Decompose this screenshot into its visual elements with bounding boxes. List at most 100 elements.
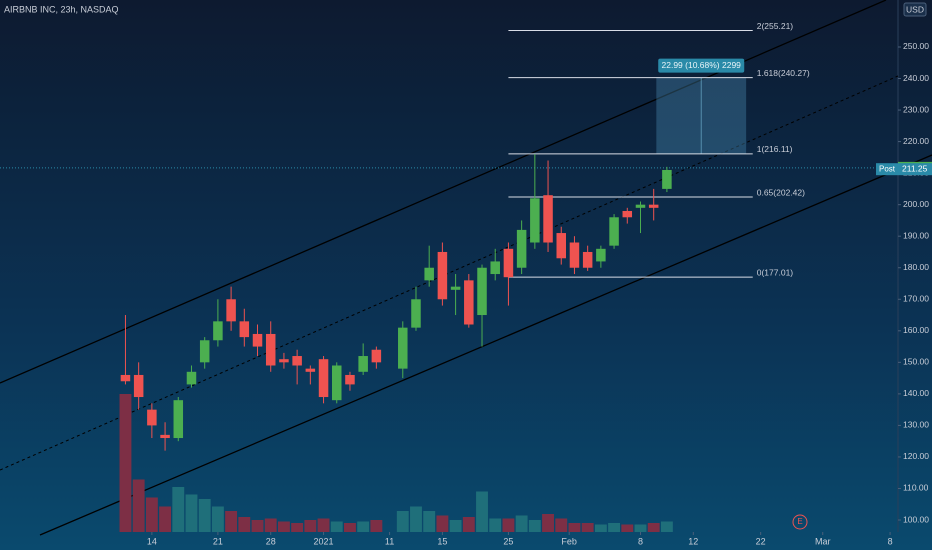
candle-body — [160, 434, 170, 439]
volume-bar — [423, 511, 436, 532]
candle-body — [371, 349, 382, 363]
volume-bar — [568, 523, 581, 532]
volume-bar — [502, 518, 515, 532]
candle-body — [582, 251, 593, 268]
candle-body — [516, 229, 527, 268]
volume-bar — [555, 518, 568, 532]
x-tick-label: 21 — [213, 536, 223, 546]
y-tick-label: 230.00 — [903, 104, 929, 114]
candle-body — [252, 333, 263, 347]
candle-body — [424, 267, 434, 281]
volume-bar — [119, 394, 132, 532]
volume-bar — [410, 506, 422, 532]
y-tick-label: 140.00 — [903, 388, 929, 398]
x-tick-label: 14 — [147, 536, 157, 546]
candle-body — [186, 371, 197, 385]
candle-body — [120, 374, 131, 382]
volume-bar — [145, 497, 158, 532]
volume-bar — [608, 523, 621, 532]
volume-bar — [594, 524, 607, 532]
candle-body — [398, 327, 408, 369]
x-tick-label: 2021 — [314, 536, 334, 546]
volume-bar — [132, 479, 145, 532]
candle-body — [292, 356, 302, 366]
volume-bar — [647, 523, 660, 532]
volume-bar — [476, 491, 488, 532]
post-price-label: 211.25 — [902, 163, 928, 173]
measure-label: 22.99 (10.68%) 2299 — [662, 60, 742, 70]
candle-body — [239, 321, 250, 338]
volume-bar — [370, 520, 383, 532]
volume-bar — [251, 520, 264, 532]
post-label: Post — [879, 164, 896, 173]
x-tick-label: 11 — [385, 536, 394, 546]
y-tick-label: 110.00 — [903, 483, 929, 493]
x-tick-label: 8 — [888, 536, 893, 546]
volume-bar — [172, 487, 185, 532]
x-tick-label: 8 — [638, 536, 643, 546]
candle-body — [173, 400, 184, 439]
candle-body — [133, 374, 144, 398]
x-tick-label: 25 — [503, 536, 513, 546]
candle-body — [437, 251, 448, 300]
event-label[interactable]: E — [797, 517, 802, 526]
volume-bar — [542, 514, 554, 532]
y-tick-label: 180.00 — [903, 262, 929, 272]
fib-label: 1(216.11) — [757, 144, 793, 154]
candle-body — [490, 261, 500, 275]
fib-label: 1.618(240.27) — [757, 68, 810, 78]
y-tick-label: 170.00 — [903, 294, 929, 304]
y-tick-label: 200.00 — [903, 199, 929, 209]
post-price-tag — [898, 163, 932, 176]
volume-bar — [211, 506, 224, 532]
y-tick-label: 120.00 — [903, 451, 929, 461]
candle-body — [147, 409, 157, 426]
x-tick-label: Feb — [561, 536, 577, 546]
volume-bar — [344, 523, 356, 532]
event-marker[interactable] — [792, 514, 808, 530]
currency-box[interactable] — [903, 2, 927, 17]
volume-bar — [634, 524, 647, 532]
volume-bar — [515, 515, 528, 532]
volume-bar — [357, 521, 370, 532]
volume-bar — [660, 521, 673, 532]
y-tick-label: 150.00 — [903, 357, 929, 367]
volume-bar — [581, 523, 594, 532]
candle-body — [569, 242, 580, 268]
y-tick-label: 250.00 — [903, 41, 929, 51]
volume-bar — [462, 517, 475, 532]
y-tick-label: 240.00 — [903, 73, 929, 83]
x-tick-label: 22 — [756, 536, 766, 546]
candle-body — [318, 359, 329, 398]
candle-body — [503, 248, 514, 278]
x-tick-label: 12 — [688, 536, 698, 546]
candle-body — [609, 217, 619, 246]
fib-label: 2(255.21) — [757, 21, 794, 31]
volume-bar — [330, 521, 343, 532]
volume-bar — [291, 523, 304, 532]
chart-title: AIRBNB INC, 23h, NASDAQ — [4, 4, 119, 14]
post-tag — [876, 163, 898, 176]
candle-body — [635, 204, 646, 208]
channel-lower — [39, 154, 932, 536]
candle-body — [596, 248, 606, 262]
volume-bar — [264, 518, 277, 532]
candle-body — [358, 356, 368, 372]
currency[interactable]: USD — [906, 4, 924, 14]
volume-bar — [225, 511, 238, 532]
candle-body — [450, 286, 461, 290]
volume-bar — [449, 520, 462, 532]
candle-body — [226, 299, 236, 322]
candle-body — [213, 321, 223, 341]
measure-label-box — [658, 58, 745, 73]
candle-body — [648, 204, 659, 208]
y-tick-label: 130.00 — [903, 420, 929, 430]
candle-body — [279, 359, 289, 363]
fib-label: 0(177.01) — [757, 267, 794, 277]
x-tick-label: 15 — [437, 536, 447, 546]
x-tick-label: 28 — [266, 536, 276, 546]
